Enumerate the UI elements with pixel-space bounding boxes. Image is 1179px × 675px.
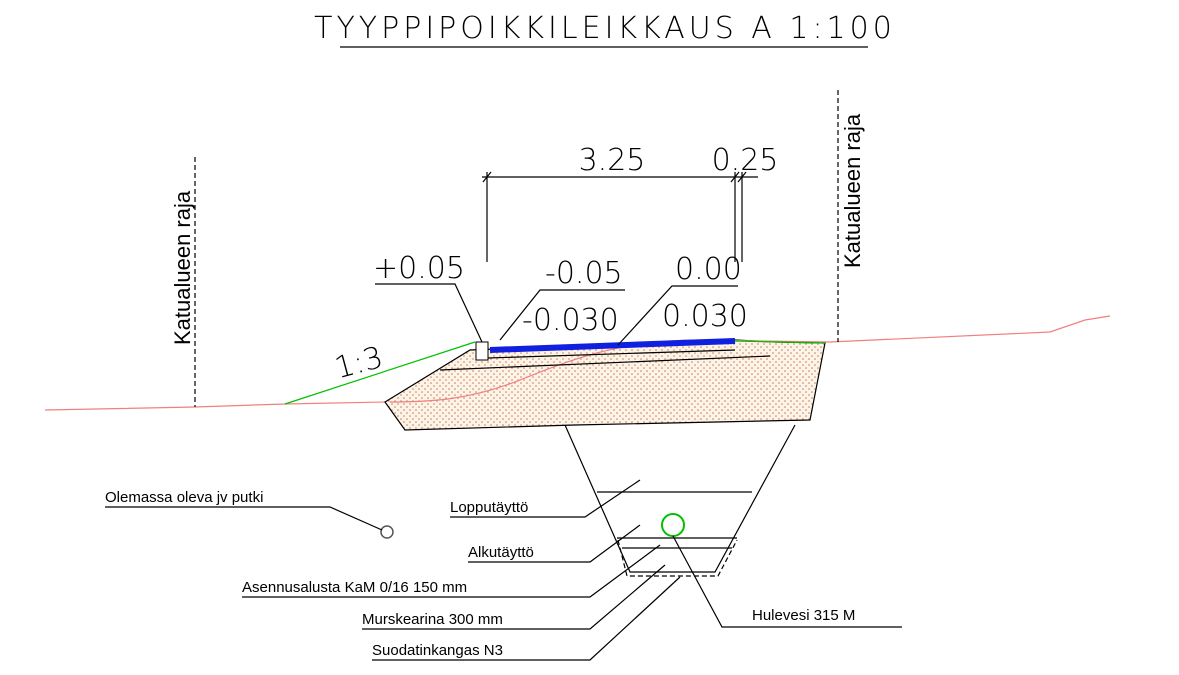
boundary-label: Katualueen raja	[170, 190, 195, 345]
leader	[499, 289, 625, 341]
boundary-label: Katualueen raja	[840, 113, 865, 268]
side-slope-text: 1:3	[331, 340, 387, 386]
layer-line	[487, 349, 736, 359]
leader	[672, 535, 902, 628]
level-text: 0.00	[675, 252, 742, 287]
dimension-tick	[482, 171, 492, 183]
leader	[375, 283, 483, 343]
slope-text: -0.030	[522, 303, 619, 338]
existing-pipe	[380, 525, 394, 539]
pavement	[489, 338, 736, 353]
label: Olemassa oleva jv putki	[105, 489, 263, 506]
title: TYYPPIPOIKKILEIKKAUS A 1:100	[314, 11, 896, 46]
dimension-tick	[737, 171, 747, 183]
ground-line	[44, 401, 386, 411]
slope-line	[284, 341, 476, 405]
level-text: -0.05	[545, 256, 623, 291]
label: Asennusalusta KaM 0/16 150 mm	[242, 579, 467, 596]
label: Alkutäyttö	[468, 544, 534, 561]
trench	[564, 424, 796, 573]
level-text: +0.05	[373, 251, 465, 286]
label: Murskearina 300 mm	[362, 611, 503, 628]
geotextile-line	[617, 539, 738, 577]
curb	[475, 341, 489, 361]
label: Hulevesi 315 M	[752, 607, 855, 624]
label: Suodatinkangas N3	[372, 642, 503, 659]
leader	[372, 576, 681, 661]
dimension-tick	[730, 171, 740, 183]
leader	[468, 524, 641, 563]
leader	[242, 544, 661, 598]
leader	[362, 564, 666, 630]
layer-line	[439, 355, 771, 371]
leader	[450, 479, 641, 518]
slope-text: 0.030	[662, 299, 748, 334]
leader	[617, 285, 738, 346]
label: Lopputäyttö	[450, 499, 528, 516]
dimension-text: 3.25	[579, 143, 646, 178]
leader	[105, 506, 383, 531]
stormwater-pipe	[661, 513, 685, 537]
slope-line	[734, 340, 826, 344]
dimension-text: 0.25	[712, 143, 779, 178]
fill-area	[384, 339, 826, 431]
